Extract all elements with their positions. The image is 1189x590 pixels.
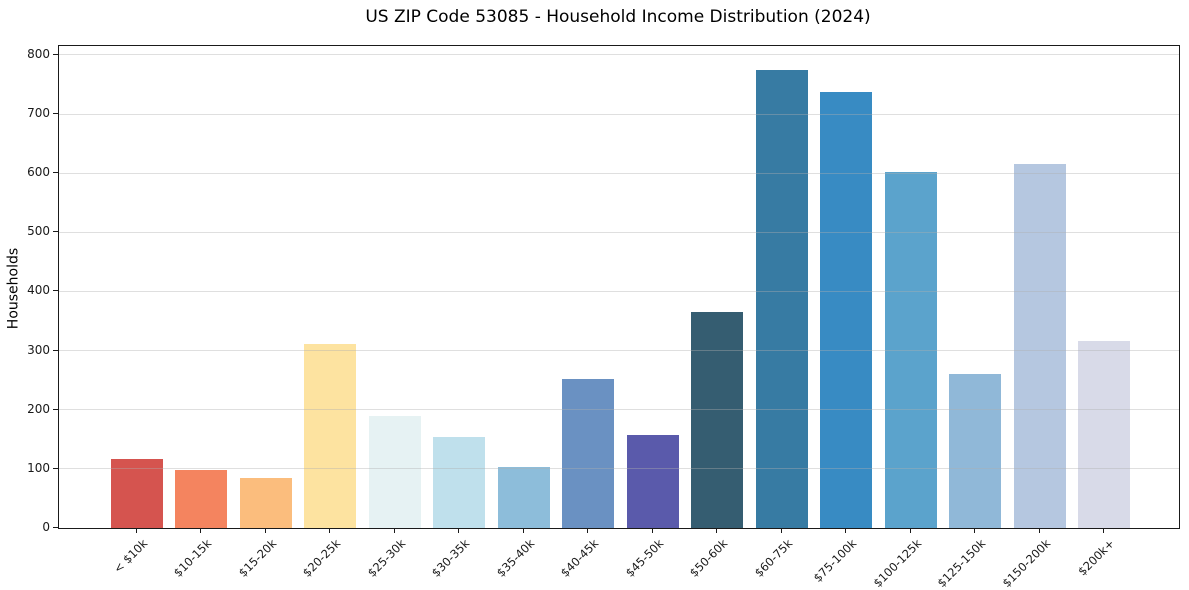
bar-$60-75k (755, 69, 808, 528)
y-tick-mark (53, 467, 58, 469)
x-tick-label-$150-200k: $150-200k (999, 536, 1053, 590)
bar-$15-20k (239, 478, 292, 528)
gridline-500 (59, 231, 1179, 233)
bar-$10-15k (175, 470, 228, 528)
x-tick-label-$15-20k: $15-20k (235, 536, 279, 580)
x-tick-mark (458, 528, 460, 533)
bar-$100-125k (884, 171, 937, 528)
x-tick-label-$35-40k: $35-40k (493, 536, 537, 580)
bar-$50-60k (691, 312, 744, 528)
chart-title: US ZIP Code 53085 - Household Income Dis… (365, 7, 871, 27)
bar-$25-30k (368, 415, 421, 528)
y-tick-label-200: 200 (27, 401, 50, 416)
y-tick-label-700: 700 (27, 106, 50, 120)
gridline-200 (59, 409, 1179, 411)
x-tick-label-$125-150k: $125-150k (934, 536, 989, 590)
y-tick-mark (53, 53, 58, 55)
x-tick-label-< $10k: < $10k (110, 536, 150, 576)
x-tick-mark (135, 528, 137, 533)
bar-$40-45k (562, 378, 615, 528)
x-tick-mark (522, 528, 524, 533)
gridline-800 (59, 54, 1179, 56)
x-tick-mark (1038, 528, 1040, 533)
y-tick-mark (53, 172, 58, 174)
gridline-400 (59, 290, 1179, 292)
x-tick-mark (909, 528, 911, 533)
x-tick-mark (780, 528, 782, 533)
y-tick-label-300: 300 (27, 342, 50, 357)
bar-$125-150k (949, 374, 1002, 528)
bar-$200k+ (1078, 341, 1131, 528)
y-tick-label-100: 100 (27, 460, 50, 475)
bar-$45-50k (626, 434, 679, 528)
y-tick-mark (53, 349, 58, 351)
x-tick-label-$200k+: $200k+ (1075, 536, 1118, 579)
y-tick-label-500: 500 (27, 224, 50, 239)
x-tick-mark (716, 528, 718, 533)
y-tick-label-800: 800 (27, 46, 50, 61)
bar-$75-100k (820, 92, 873, 528)
y-tick-label-400: 400 (27, 283, 50, 298)
x-tick-mark (1103, 528, 1105, 533)
x-tick-mark (264, 528, 266, 533)
gridline-600 (59, 172, 1179, 174)
x-tick-label-$45-50k: $45-50k (622, 536, 666, 580)
y-tick-mark (53, 408, 58, 410)
x-tick-mark (393, 528, 395, 533)
x-tick-label-$10-15k: $10-15k (170, 536, 215, 580)
x-tick-label-$30-35k: $30-35k (428, 536, 473, 580)
x-tick-label-$40-45k: $40-45k (557, 536, 602, 580)
x-tick-label-$25-30k: $25-30k (364, 536, 408, 580)
y-tick-label-0: 0 (42, 520, 50, 534)
x-tick-label-$75-100k: $75-100k (810, 536, 860, 585)
x-tick-label-$20-25k: $20-25k (299, 536, 344, 580)
x-tick-label-$50-60k: $50-60k (686, 536, 731, 580)
bar-< $10k (110, 458, 163, 528)
gridline-100 (59, 468, 1179, 470)
gridline-700 (59, 113, 1179, 115)
plot-area (58, 45, 1180, 529)
y-tick-mark (53, 113, 58, 114)
gridline-300 (59, 350, 1179, 352)
x-tick-mark (974, 528, 976, 533)
x-tick-label-$60-75k: $60-75k (751, 536, 795, 580)
y-tick-mark (53, 231, 58, 233)
x-tick-mark (329, 528, 331, 533)
x-tick-label-$100-125k: $100-125k (870, 536, 924, 590)
bar-$20-25k (304, 344, 357, 528)
y-tick-label-600: 600 (27, 165, 50, 180)
bar-$150-200k (1013, 164, 1066, 528)
x-tick-mark (587, 528, 589, 533)
bar-$30-35k (433, 436, 486, 528)
y-tick-mark (53, 290, 58, 292)
y-tick-mark (53, 527, 58, 528)
x-tick-mark (651, 528, 653, 533)
x-tick-mark (845, 528, 847, 533)
x-tick-mark (200, 528, 202, 533)
bar-$35-40k (497, 467, 550, 528)
